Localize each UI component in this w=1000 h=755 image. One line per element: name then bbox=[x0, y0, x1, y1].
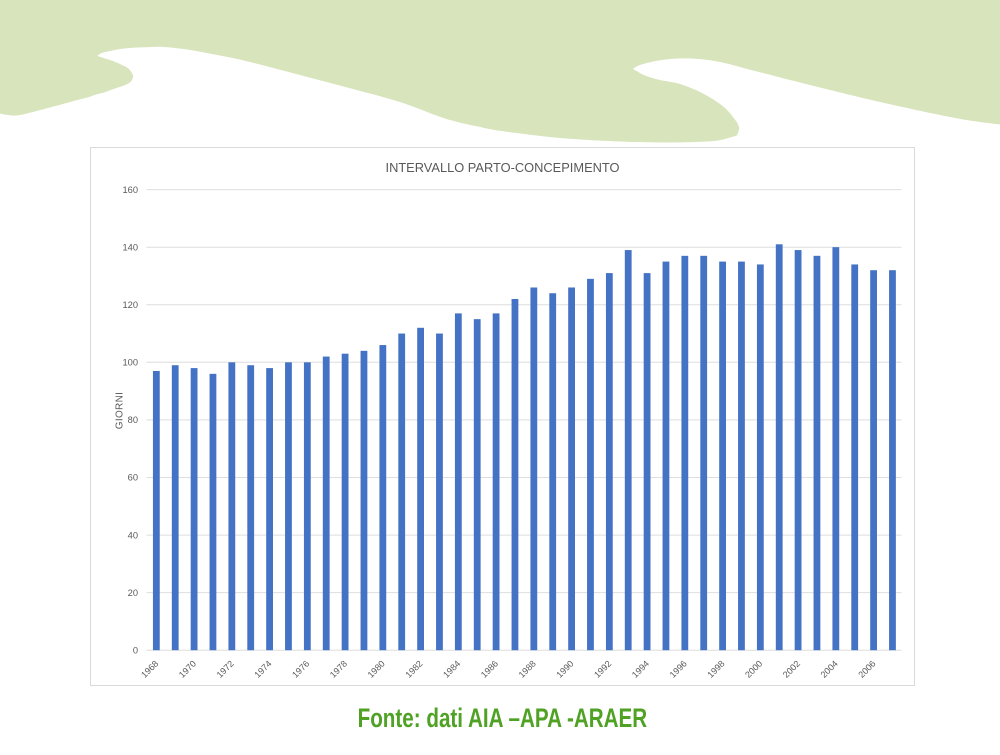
svg-text:100: 100 bbox=[122, 358, 138, 368]
svg-text:Fonte: dati AIA –APA -ARAER: Fonte: dati AIA –APA -ARAER bbox=[358, 703, 648, 733]
svg-text:40: 40 bbox=[128, 530, 138, 540]
svg-text:140: 140 bbox=[122, 242, 138, 252]
svg-text:60: 60 bbox=[128, 473, 138, 483]
svg-text:INTERVALLO PARTO-CONCEPIMENTO: INTERVALLO PARTO-CONCEPIMENTO bbox=[386, 160, 620, 175]
svg-text:0: 0 bbox=[133, 645, 138, 655]
svg-text:160: 160 bbox=[122, 185, 138, 195]
svg-text:20: 20 bbox=[128, 588, 138, 598]
svg-text:120: 120 bbox=[122, 300, 138, 310]
svg-text:80: 80 bbox=[128, 415, 138, 425]
svg-text:GIORNI: GIORNI bbox=[114, 392, 125, 429]
